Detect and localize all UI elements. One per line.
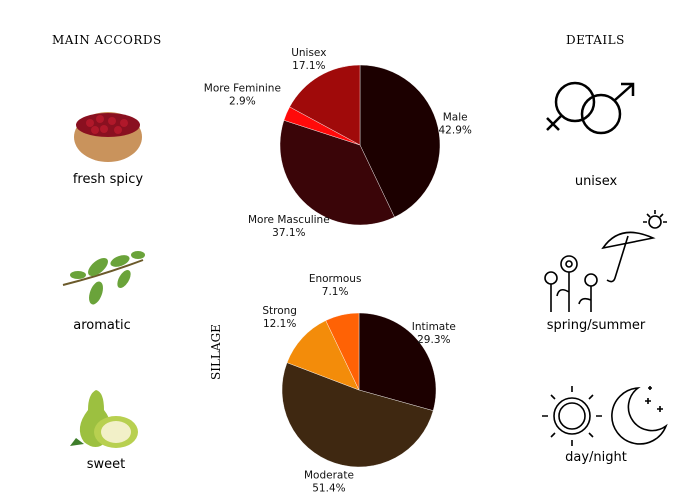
pie-value-label: 2.9%: [229, 96, 256, 108]
pear-icon: [70, 390, 138, 448]
accord-label-aromatic: aromatic: [73, 318, 131, 333]
pie-slice-strong: [286, 320, 360, 391]
pie-value-label: 37.1%: [272, 227, 305, 239]
pie-value-label: 7.1%: [322, 286, 349, 298]
pie-value-label: 42.9%: [439, 124, 472, 136]
pie-category-label: Unisex: [291, 47, 326, 59]
pie-value-label: 51.4%: [312, 482, 345, 494]
detail-label-unisex: unisex: [574, 174, 618, 189]
pie-slice-intimate: [358, 312, 437, 411]
gender-symbols-icon: [546, 81, 635, 135]
details-header: DETAILS: [566, 33, 625, 47]
detail-label-spring-summer: spring/summer: [546, 318, 646, 333]
pie-value-label: 12.1%: [263, 318, 296, 330]
pie-category-label: Moderate: [304, 469, 354, 481]
pie-slice-male: [359, 64, 441, 218]
pie-slice-more-masculine: [279, 120, 395, 226]
sun-moon-icon: [542, 386, 668, 446]
pie-category-label: Intimate: [412, 321, 456, 333]
pie-value-label: 17.1%: [292, 60, 325, 72]
pie-category-label: More Feminine: [204, 83, 281, 95]
pie-category-label: More Masculine: [248, 214, 330, 226]
pie-category-label: Male: [443, 111, 468, 123]
pie-category-label: Strong: [262, 305, 297, 317]
accord-label-sweet: sweet: [86, 457, 126, 472]
main-accords-header: MAIN ACCORDS: [52, 33, 162, 47]
pie-slice-enormous: [325, 312, 360, 391]
pie-category-label: Enormous: [309, 273, 362, 285]
cranberry-bowl-icon: [74, 112, 142, 162]
flowers-umbrella-sun-icon: [544, 210, 667, 312]
pie-slice-moderate: [281, 362, 434, 468]
pie-value-label: 29.3%: [417, 334, 450, 346]
pie-slice-unisex: [289, 64, 361, 146]
accord-label-fresh-spicy: fresh spicy: [72, 172, 144, 187]
herb-sprig-icon: [62, 251, 145, 305]
detail-label-day-night: day/night: [565, 450, 627, 465]
